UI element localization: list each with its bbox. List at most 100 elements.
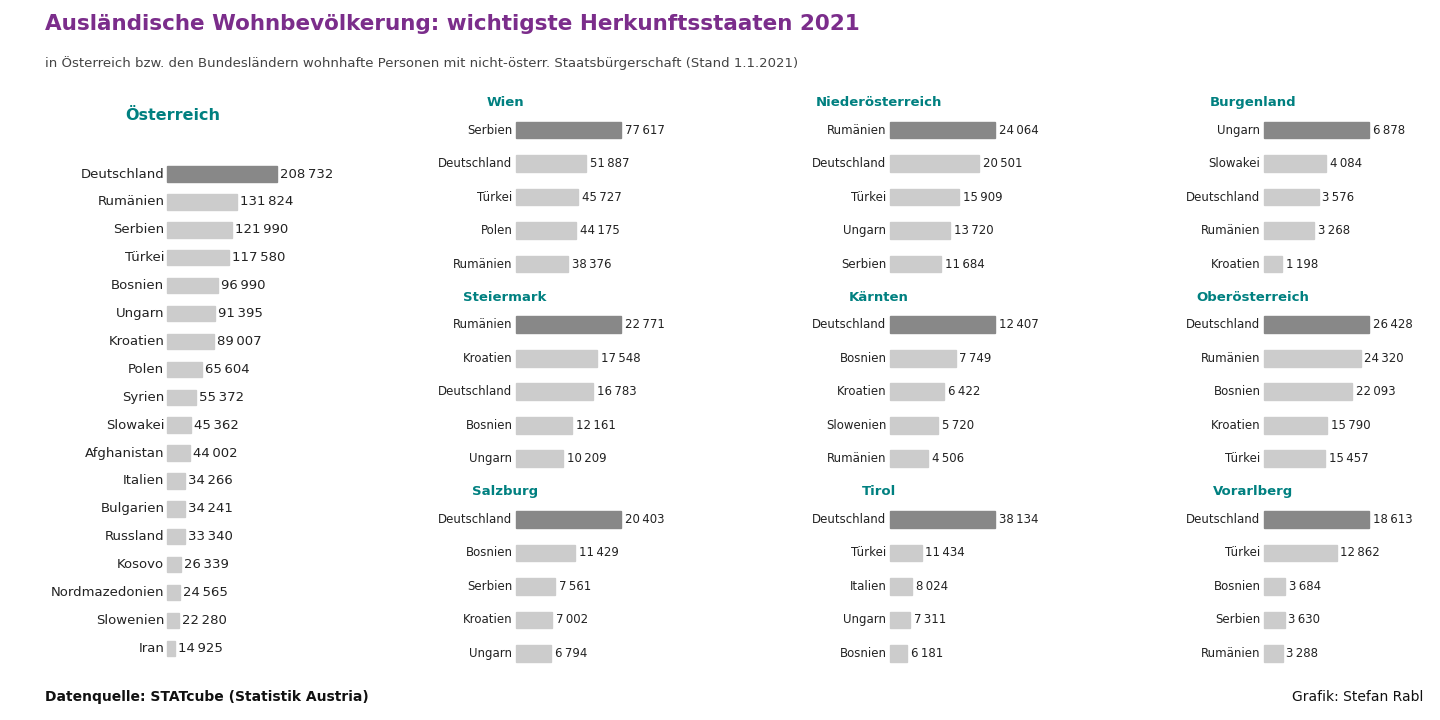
Text: Italien: Italien [122, 474, 164, 487]
Text: Ungarn: Ungarn [844, 613, 887, 626]
Text: 11 684: 11 684 [945, 258, 985, 271]
Text: 17 548: 17 548 [600, 352, 641, 365]
Text: 22 093: 22 093 [1355, 385, 1395, 398]
Text: 89 007: 89 007 [217, 335, 262, 348]
Text: Niederösterreich: Niederösterreich [816, 96, 942, 109]
Bar [167, 250, 229, 266]
Text: 8 024: 8 024 [916, 580, 948, 593]
Bar [890, 156, 979, 172]
Text: 4 084: 4 084 [1331, 157, 1362, 170]
Text: 5 720: 5 720 [942, 419, 975, 432]
Text: 3 288: 3 288 [1286, 647, 1319, 660]
Text: 12 161: 12 161 [576, 419, 616, 432]
Bar [890, 222, 950, 239]
Bar [1264, 316, 1369, 333]
Bar [890, 383, 945, 400]
Text: Deutschland: Deutschland [812, 513, 887, 526]
Text: 20 403: 20 403 [625, 513, 664, 526]
Text: Serbien: Serbien [467, 580, 513, 593]
Text: Kroatien: Kroatien [462, 352, 513, 365]
Text: 6 181: 6 181 [912, 647, 943, 660]
Bar [1264, 222, 1313, 239]
Text: 208 732: 208 732 [281, 168, 334, 181]
Text: Bosnien: Bosnien [1214, 580, 1260, 593]
Text: 13 720: 13 720 [953, 224, 994, 237]
Text: 26 339: 26 339 [184, 558, 229, 571]
Text: Serbien: Serbien [467, 124, 513, 137]
Bar [516, 645, 552, 662]
Text: Italien: Italien [850, 580, 887, 593]
Bar [167, 194, 236, 210]
Text: 24 565: 24 565 [183, 586, 228, 599]
Text: 44 175: 44 175 [579, 224, 619, 237]
Text: 4 506: 4 506 [932, 452, 965, 465]
Text: Datenquelle: STATcube (Statistik Austria): Datenquelle: STATcube (Statistik Austria… [45, 690, 369, 704]
Bar [167, 446, 190, 461]
Bar [167, 334, 215, 349]
Text: 131 824: 131 824 [239, 195, 294, 208]
Text: Rumänien: Rumänien [454, 318, 513, 331]
Text: Österreich: Österreich [125, 107, 220, 122]
Bar [1264, 122, 1369, 138]
Text: Deutschland: Deutschland [1187, 513, 1260, 526]
Text: Nordmazedonien: Nordmazedonien [50, 586, 164, 599]
Bar [516, 350, 598, 366]
Bar [1264, 511, 1369, 528]
Text: 3 268: 3 268 [1318, 224, 1349, 237]
Text: 77 617: 77 617 [625, 124, 664, 137]
Bar [1264, 383, 1352, 400]
Bar [516, 222, 576, 239]
Text: Ungarn: Ungarn [469, 452, 513, 465]
Text: 6 878: 6 878 [1372, 124, 1405, 137]
Bar [1264, 189, 1319, 205]
Text: Ausländische Wohnbevölkerung: wichtigste Herkunftsstaaten 2021: Ausländische Wohnbevölkerung: wichtigste… [45, 14, 860, 34]
Text: 6 422: 6 422 [948, 385, 981, 398]
Bar [167, 529, 184, 544]
Text: Russland: Russland [105, 530, 164, 544]
Text: Deutschland: Deutschland [81, 168, 164, 181]
Text: Steiermark: Steiermark [464, 290, 547, 304]
Bar [167, 585, 180, 600]
Text: Deutschland: Deutschland [812, 157, 887, 170]
Text: Bulgarien: Bulgarien [101, 503, 164, 516]
Text: 15 909: 15 909 [963, 191, 1002, 204]
Text: 33 340: 33 340 [187, 530, 233, 544]
Text: 38 134: 38 134 [999, 513, 1038, 526]
Text: Türkei: Türkei [851, 191, 887, 204]
Text: Kroatien: Kroatien [462, 613, 513, 626]
Text: Tirol: Tirol [863, 485, 896, 498]
Text: Rumänien: Rumänien [1201, 224, 1260, 237]
Text: Kroatien: Kroatien [1211, 419, 1260, 432]
Text: in Österreich bzw. den Bundesländern wohnhafte Personen mit nicht-österr. Staats: in Österreich bzw. den Bundesländern woh… [45, 55, 798, 70]
Bar [890, 544, 922, 562]
Text: Deutschland: Deutschland [1187, 191, 1260, 204]
Text: Burgenland: Burgenland [1210, 96, 1296, 109]
Text: Türkei: Türkei [125, 251, 164, 264]
Text: Ungarn: Ungarn [844, 224, 887, 237]
Text: 1 198: 1 198 [1286, 258, 1319, 271]
Bar [890, 450, 929, 467]
Text: 45 727: 45 727 [582, 191, 622, 204]
Text: 10 209: 10 209 [567, 452, 606, 465]
Text: 20 501: 20 501 [984, 157, 1022, 170]
Bar [516, 578, 554, 595]
Bar [516, 256, 567, 272]
Text: 7 749: 7 749 [959, 352, 992, 365]
Text: Bosnien: Bosnien [840, 647, 887, 660]
Text: 15 457: 15 457 [1329, 452, 1369, 465]
Text: Slowenien: Slowenien [827, 419, 887, 432]
Bar [890, 189, 959, 205]
Text: 96 990: 96 990 [222, 279, 266, 292]
Bar [516, 417, 572, 433]
Bar [1264, 350, 1361, 366]
Bar [1264, 450, 1325, 467]
Bar [167, 390, 196, 405]
Text: Deutschland: Deutschland [438, 157, 513, 170]
Text: 55 372: 55 372 [199, 391, 245, 404]
Text: Kroatien: Kroatien [837, 385, 887, 398]
Text: Polen: Polen [481, 224, 513, 237]
Text: Rumänien: Rumänien [98, 195, 164, 208]
Text: Kroatien: Kroatien [1211, 258, 1260, 271]
Text: Wien: Wien [487, 96, 524, 109]
Text: Kosovo: Kosovo [117, 558, 164, 571]
